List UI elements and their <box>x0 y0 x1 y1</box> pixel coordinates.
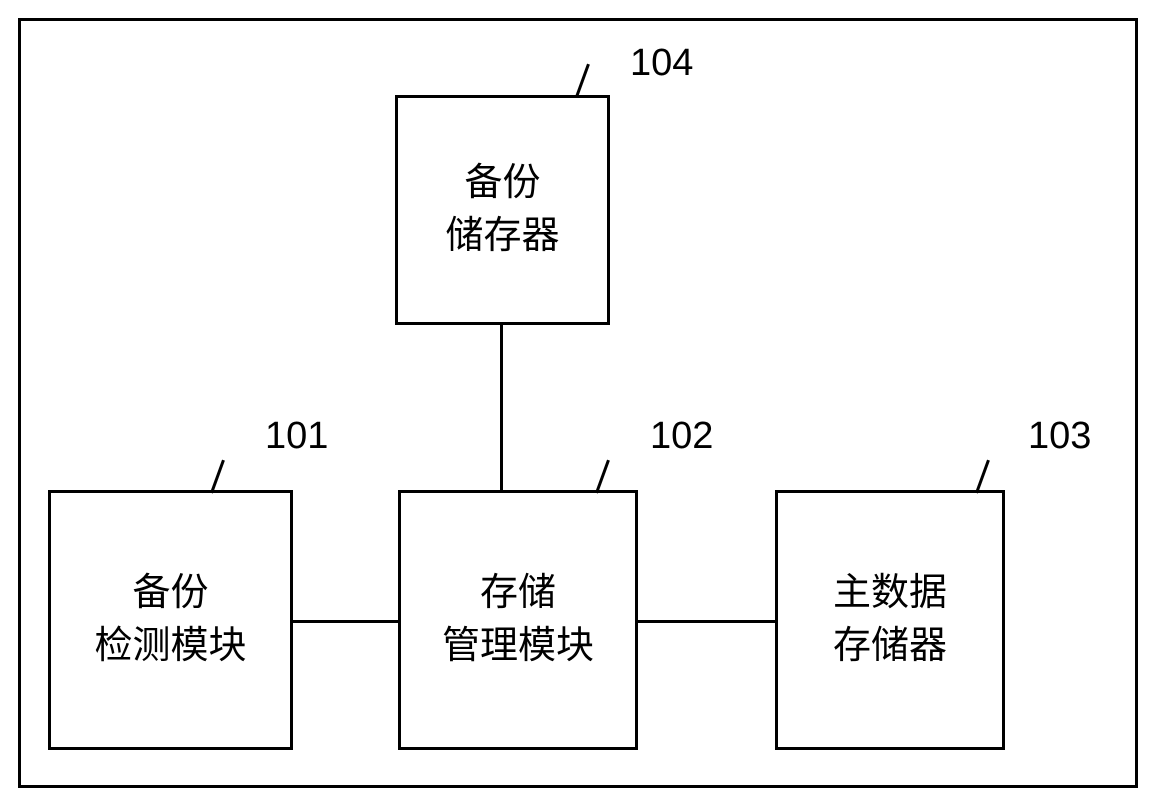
edge-102-to-103 <box>638 620 775 623</box>
edge-104-to-102 <box>500 325 503 490</box>
node-label-line1: 存储 <box>480 567 556 620</box>
node-label-line2: 检测模块 <box>94 620 246 673</box>
ref-label-103: 103 <box>1028 415 1091 458</box>
node-label-line1: 主数据 <box>833 567 947 620</box>
ref-label-102: 102 <box>650 415 713 458</box>
node-label-line2: 管理模块 <box>442 620 594 673</box>
node-backup-storage: 备份 储存器 <box>395 95 610 325</box>
node-backup-detection-module: 备份 检测模块 <box>48 490 293 750</box>
ref-label-104: 104 <box>630 42 693 85</box>
edge-101-to-102 <box>293 620 398 623</box>
node-label-line2: 储存器 <box>445 210 559 263</box>
diagram-container: 备份 储存器 104 备份 检测模块 101 存储 管理模块 102 主数据 存… <box>0 0 1157 804</box>
node-label-line1: 备份 <box>464 157 540 210</box>
ref-label-101: 101 <box>265 415 328 458</box>
node-label-line1: 备份 <box>132 567 208 620</box>
node-label-line2: 存储器 <box>833 620 947 673</box>
node-storage-management-module: 存储 管理模块 <box>398 490 638 750</box>
node-main-data-storage: 主数据 存储器 <box>775 490 1005 750</box>
